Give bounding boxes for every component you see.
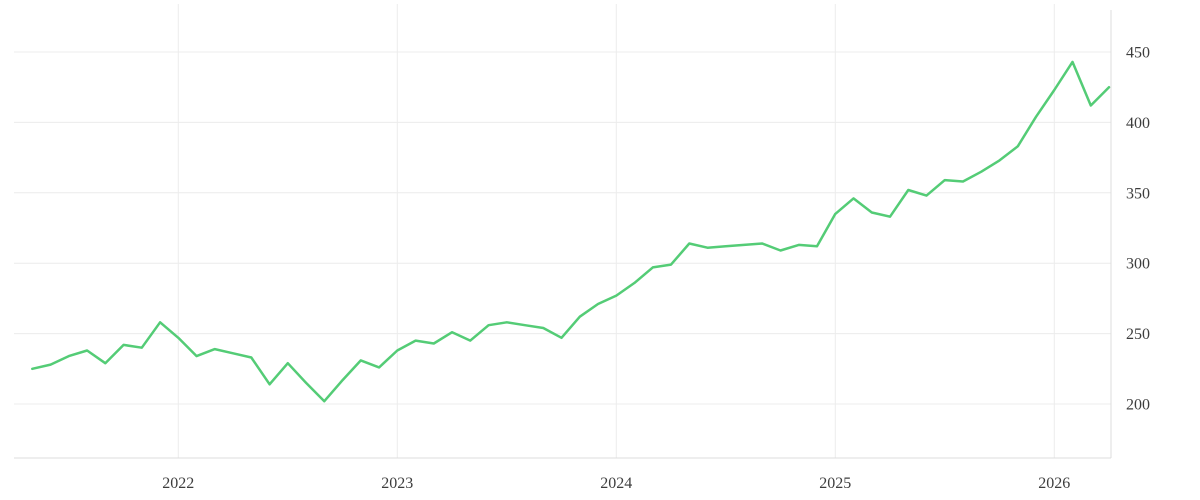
x-tick-label: 2025 [819,475,851,492]
x-tick-label: 2024 [600,475,632,492]
y-tick-label: 250 [1126,326,1150,343]
x-tick-label: 2026 [1038,475,1070,492]
y-tick-label: 350 [1126,185,1150,202]
y-tick-label: 450 [1126,45,1150,62]
price-line [31,60,1111,403]
y-tick-label: 400 [1126,115,1150,132]
y-tick-label: 200 [1126,397,1150,414]
x-tick-label: 2022 [162,475,194,492]
y-tick-label: 300 [1126,256,1150,273]
x-tick-label: 2023 [381,475,413,492]
